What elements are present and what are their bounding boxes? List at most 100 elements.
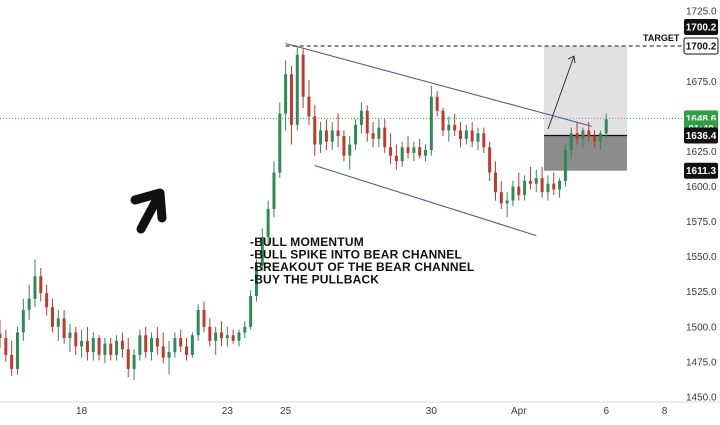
candle-body — [68, 332, 72, 339]
candle — [103, 338, 107, 364]
projection-arrow — [547, 55, 575, 130]
candle — [120, 332, 124, 358]
candle-body — [593, 136, 597, 142]
candle — [441, 108, 445, 137]
candle-body — [313, 116, 317, 145]
candle — [68, 324, 72, 353]
candle-body — [155, 338, 159, 347]
target-zone — [544, 46, 627, 136]
price-tag-label: 1648.6 — [686, 114, 717, 125]
candle-body — [563, 150, 567, 181]
candle-body — [278, 113, 282, 173]
candle-body — [284, 74, 288, 114]
candle — [132, 349, 136, 381]
candle-body — [598, 133, 602, 142]
candle-body — [144, 335, 148, 353]
candle — [21, 298, 25, 341]
candle — [85, 326, 89, 361]
candle — [50, 298, 54, 333]
candle-body — [91, 338, 95, 353]
candle — [284, 60, 288, 131]
candle — [581, 127, 585, 148]
candle-body — [103, 343, 107, 355]
stop-zone — [544, 135, 627, 171]
candle-body — [150, 338, 154, 353]
candle — [377, 119, 381, 148]
candle — [476, 127, 480, 151]
candle-body — [371, 133, 375, 139]
candle — [482, 127, 486, 153]
candle — [15, 326, 19, 375]
x-axis[interactable]: 18 23 25 30 Apr 6 8 — [0, 401, 720, 417]
candle-body — [342, 136, 346, 156]
candle-body — [50, 307, 54, 327]
drawings-layer: TARGET — [130, 33, 682, 237]
candle — [138, 329, 142, 361]
price-tag-label: 1700.2 — [686, 42, 717, 53]
candle — [470, 122, 474, 148]
candle — [254, 259, 258, 302]
candle — [307, 79, 311, 125]
candle — [558, 178, 562, 198]
candle — [27, 284, 31, 320]
candle — [330, 122, 334, 151]
candle-body — [348, 144, 352, 156]
candle-body — [307, 96, 311, 117]
candle — [324, 119, 328, 151]
candle-body — [336, 130, 340, 137]
candle — [348, 136, 352, 170]
candle-body — [453, 124, 457, 131]
candle-body — [161, 346, 165, 358]
candle — [418, 138, 422, 159]
candle-body — [458, 130, 462, 139]
candle-body — [202, 309, 206, 327]
price-tag-label: 1611.3 — [686, 166, 716, 177]
note-line: -BULL SPIKE INTO BEAR CHANNEL — [250, 248, 462, 262]
candle — [220, 321, 224, 347]
candle — [45, 284, 49, 316]
candle — [62, 309, 66, 344]
candle-body — [97, 338, 101, 355]
candle-body — [27, 298, 31, 310]
candle-body — [552, 183, 556, 190]
candle-body — [231, 335, 235, 341]
candle-body — [447, 124, 451, 131]
candle-body — [383, 127, 387, 148]
candle — [10, 340, 14, 376]
candle — [91, 332, 95, 361]
candle-body — [179, 338, 183, 347]
candle-body — [546, 183, 550, 193]
candle-body — [441, 110, 445, 131]
candle-body — [109, 343, 113, 355]
candle-body — [377, 127, 381, 139]
candle-body — [10, 354, 14, 369]
candle-body — [115, 340, 119, 355]
candle — [552, 172, 556, 195]
candle — [185, 338, 189, 361]
channel-lower-line — [314, 164, 537, 237]
candle — [56, 309, 60, 341]
candle-body — [249, 295, 253, 327]
candle — [97, 335, 101, 361]
candle-body — [254, 265, 258, 296]
candle-body — [15, 332, 19, 369]
x-tick-label: Apr — [511, 406, 527, 417]
candle — [371, 122, 375, 148]
candle — [435, 91, 439, 117]
price-tag-label: 1636.4 — [686, 131, 717, 142]
candle — [126, 338, 130, 378]
y-tick-label: 1550.0 — [686, 252, 717, 263]
x-tick-label: 18 — [76, 406, 88, 417]
candle-body — [389, 147, 393, 156]
candle — [260, 228, 264, 271]
x-tick-label: 8 — [662, 406, 668, 417]
candle-body — [190, 335, 194, 355]
candle-body — [185, 346, 189, 355]
candle — [295, 46, 299, 131]
candle-body — [394, 155, 398, 162]
candle — [488, 141, 492, 181]
candle-body — [301, 54, 305, 97]
candle — [161, 332, 165, 364]
candle-body — [534, 178, 538, 184]
